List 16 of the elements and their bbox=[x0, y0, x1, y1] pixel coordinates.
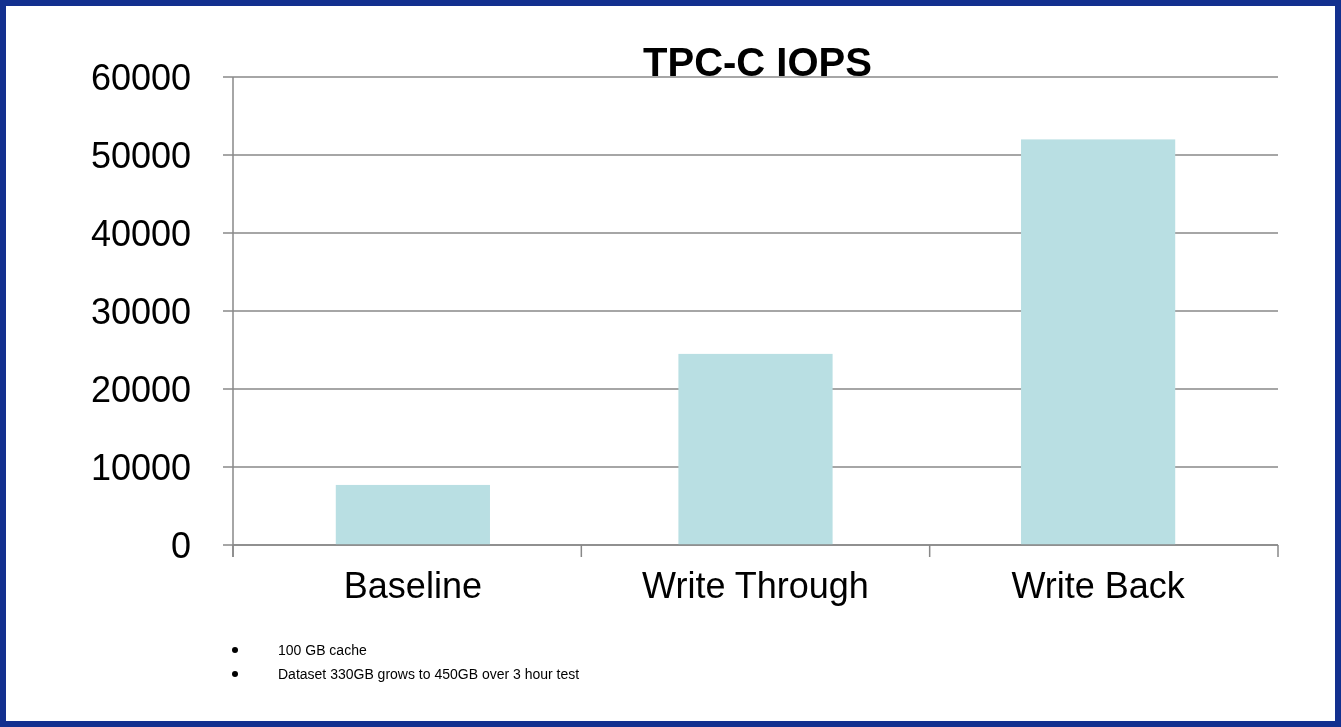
chart-title: TPC-C IOPS bbox=[643, 40, 872, 84]
x-tick-label: Write Through bbox=[642, 565, 869, 606]
bar bbox=[335, 484, 490, 545]
y-tick-label: 30000 bbox=[90, 290, 191, 332]
y-tick-label: 10000 bbox=[90, 446, 191, 488]
text: 100 GB cache bbox=[278, 641, 367, 658]
x-tick-label: Baseline bbox=[343, 565, 482, 606]
y-tick-label: 20000 bbox=[90, 368, 191, 410]
y-tick-label: 40000 bbox=[90, 212, 191, 254]
y-tick-label: 50000 bbox=[90, 134, 191, 176]
x-tick-label: Write Back bbox=[1011, 565, 1186, 606]
y-tick-label: 60000 bbox=[90, 56, 191, 98]
y-tick-label: 0 bbox=[170, 524, 191, 566]
bar bbox=[678, 353, 833, 545]
text: Dataset 330GB grows to 450GB over 3 hour test bbox=[278, 665, 580, 682]
bar bbox=[1021, 139, 1176, 545]
